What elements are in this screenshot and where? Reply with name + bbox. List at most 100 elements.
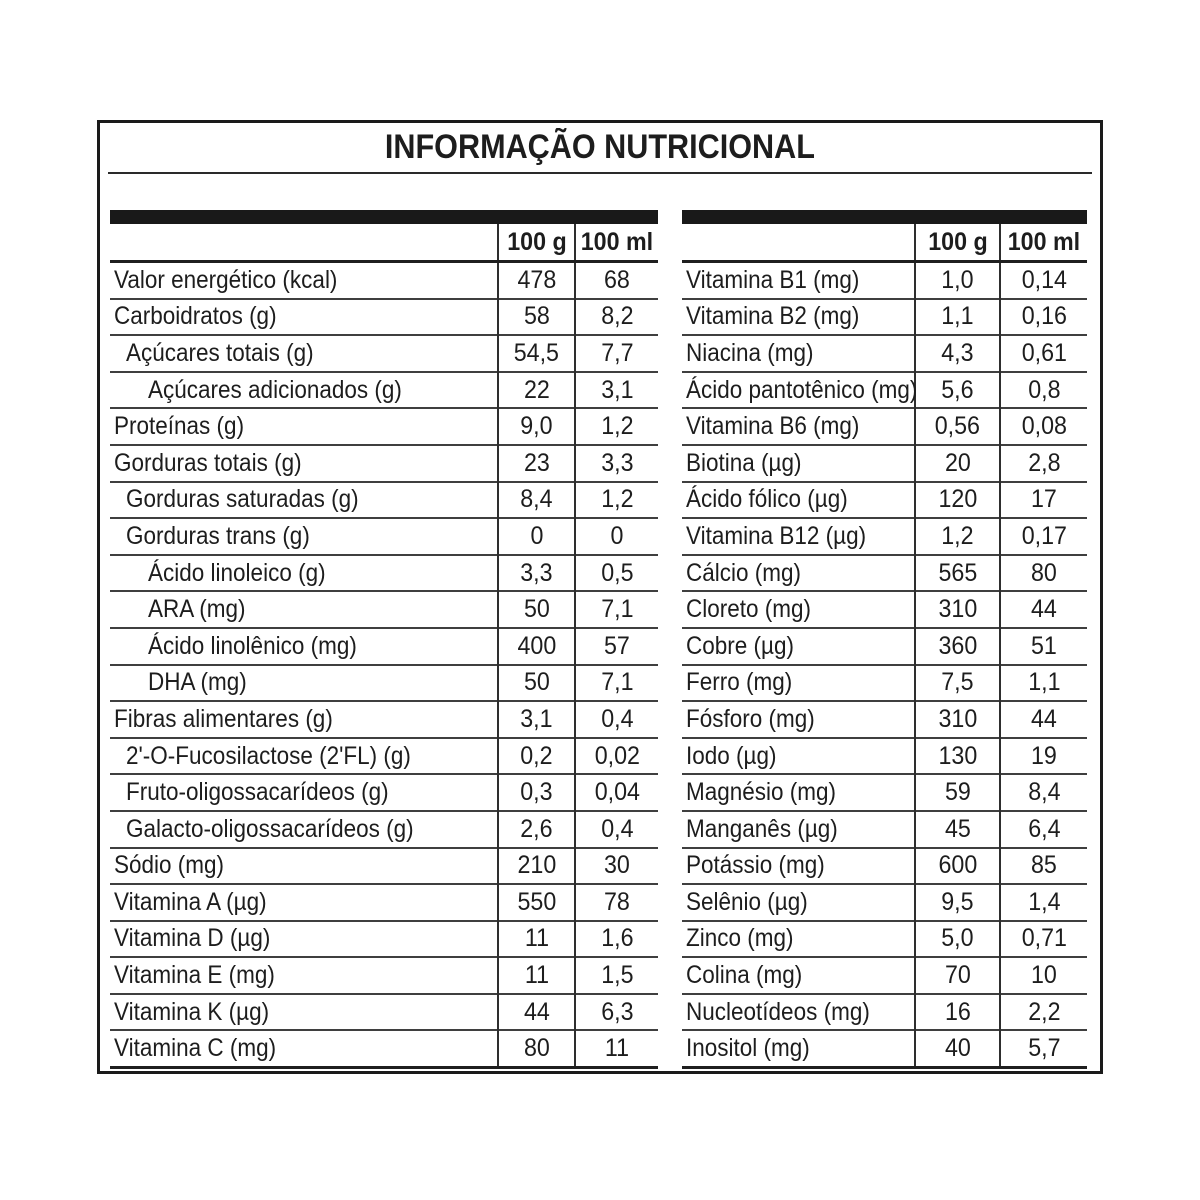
value-per-100g-text: 58 bbox=[523, 302, 550, 331]
value-per-100ml: 85 bbox=[999, 846, 1087, 885]
value-per-100g-text: 50 bbox=[523, 595, 550, 624]
table-row: Cálcio (mg) 565 80 bbox=[682, 553, 1087, 592]
table-row: Valor energético (kcal) 478 68 bbox=[110, 260, 658, 299]
table-row: Manganês (µg) 45 6,4 bbox=[682, 809, 1087, 848]
nutrient-label: Cálcio (mg) bbox=[682, 553, 915, 592]
nutrient-label: Sódio (mg) bbox=[110, 846, 498, 885]
nutrient-label: Vitamina B12 (µg) bbox=[682, 517, 915, 555]
nutrient-label: Ácido pantotênico (mg) bbox=[682, 370, 917, 409]
value-per-100ml: 7,1 bbox=[574, 590, 658, 628]
value-per-100g-text: 1,2 bbox=[941, 521, 974, 550]
nutrient-label-text: Cloreto (mg) bbox=[686, 595, 812, 624]
value-per-100g: 50 bbox=[497, 590, 575, 628]
value-per-100ml: 2,8 bbox=[999, 443, 1087, 482]
nutrition-panel: INFORMAÇÃO NUTRICIONAL 100 g 100 ml Valo… bbox=[97, 120, 1103, 1074]
value-per-100ml-text: 8,2 bbox=[600, 302, 634, 331]
value-per-100g: 478 bbox=[497, 260, 575, 299]
nutrient-label: Gorduras saturadas (g) bbox=[110, 480, 498, 519]
value-per-100g: 54,5 bbox=[497, 334, 575, 372]
column-header-100ml: 100 ml bbox=[574, 224, 658, 263]
table-row: Magnésio (mg) 59 8,4 bbox=[682, 773, 1087, 811]
value-per-100ml-text: 44 bbox=[1031, 595, 1057, 624]
value-per-100ml-text: 1,2 bbox=[600, 412, 634, 441]
value-per-100g: 1,1 bbox=[914, 297, 1000, 336]
value-per-100g: 44 bbox=[497, 992, 575, 1031]
value-per-100g: 16 bbox=[914, 992, 1000, 1031]
value-per-100g: 1,0 bbox=[914, 260, 1000, 299]
value-per-100g-text: 4,3 bbox=[941, 338, 974, 367]
value-per-100ml-text: 1,2 bbox=[600, 485, 634, 514]
value-per-100g: 40 bbox=[914, 1029, 1000, 1070]
value-per-100g: 45 bbox=[914, 809, 1000, 848]
value-per-100ml: 0 bbox=[574, 517, 658, 555]
value-per-100g-text: 2,6 bbox=[520, 814, 553, 843]
value-per-100ml: 1,6 bbox=[574, 919, 658, 958]
nutrient-label: Colina (mg) bbox=[682, 956, 915, 994]
value-per-100g: 5,0 bbox=[914, 919, 1000, 958]
nutrient-label-text: Ácido fólico (µg) bbox=[686, 485, 848, 514]
nutrient-label: Cobre (µg) bbox=[682, 626, 915, 665]
value-per-100g-text: 3,3 bbox=[520, 558, 553, 587]
nutrient-label-text: Nucleotídeos (mg) bbox=[686, 997, 870, 1026]
header-row: 100 g 100 ml bbox=[110, 224, 658, 263]
value-per-100g-text: 565 bbox=[938, 558, 977, 587]
nutrient-label: Inositol (mg) bbox=[682, 1029, 915, 1070]
value-per-100g-text: 1,0 bbox=[941, 265, 974, 294]
value-per-100ml-text: 0,02 bbox=[594, 741, 640, 770]
value-per-100g: 58 bbox=[497, 297, 575, 336]
nutrient-label: Fósforo (mg) bbox=[682, 700, 915, 738]
value-per-100g-text: 9,0 bbox=[520, 412, 553, 441]
nutrient-label-text: Fósforo (mg) bbox=[686, 704, 815, 733]
value-per-100ml: 1,4 bbox=[999, 883, 1087, 921]
nutrient-label: Vitamina D (µg) bbox=[110, 919, 498, 958]
nutrient-label: Vitamina B2 (mg) bbox=[682, 297, 915, 336]
table-row: Vitamina A (µg) 550 78 bbox=[110, 883, 658, 921]
value-per-100ml: 0,8 bbox=[999, 370, 1087, 409]
value-per-100ml-text: 85 bbox=[1031, 851, 1057, 880]
nutrient-label-text: Fibras alimentares (g) bbox=[114, 704, 333, 733]
nutrient-label: Niacina (mg) bbox=[682, 334, 915, 372]
nutrient-label-text: Biotina (µg) bbox=[686, 448, 802, 477]
table-row: Açúcares adicionados (g) 22 3,1 bbox=[110, 370, 658, 409]
nutrient-label: Açúcares adicionados (g) bbox=[110, 370, 498, 409]
table-row: Cobre (µg) 360 51 bbox=[682, 626, 1087, 665]
nutrient-label-text: Potássio (mg) bbox=[686, 851, 825, 880]
value-per-100ml: 0,08 bbox=[999, 407, 1087, 445]
nutrient-label: Fibras alimentares (g) bbox=[110, 700, 498, 738]
macronutrients-table: 100 g 100 ml Valor energético (kcal) 478 6… bbox=[110, 224, 658, 1070]
value-per-100ml-text: 2,8 bbox=[1027, 448, 1061, 477]
value-per-100g-text: 9,5 bbox=[941, 887, 974, 916]
value-per-100g: 120 bbox=[914, 480, 1000, 519]
value-per-100ml: 0,14 bbox=[999, 260, 1087, 299]
value-per-100ml: 30 bbox=[574, 846, 658, 885]
table-row: Galacto-oligossacarídeos (g) 2,6 0,4 bbox=[110, 809, 658, 848]
value-per-100ml: 17 bbox=[999, 480, 1087, 519]
table-row: Potássio (mg) 600 85 bbox=[682, 846, 1087, 885]
value-per-100g: 600 bbox=[914, 846, 1000, 885]
nutrient-label-text: Cobre (µg) bbox=[686, 631, 794, 660]
value-per-100ml-text: 78 bbox=[604, 887, 630, 916]
value-per-100ml-text: 5,7 bbox=[1027, 1034, 1061, 1063]
value-per-100g-text: 70 bbox=[944, 961, 971, 990]
nutrient-label-text: Iodo (µg) bbox=[686, 741, 777, 770]
value-per-100ml: 1,2 bbox=[574, 480, 658, 519]
value-per-100ml: 0,4 bbox=[574, 700, 658, 738]
table-row: Sódio (mg) 210 30 bbox=[110, 846, 658, 885]
value-per-100ml: 3,3 bbox=[574, 443, 658, 482]
value-per-100ml: 0,17 bbox=[999, 517, 1087, 555]
nutrient-label-text: Ácido linolênico (mg) bbox=[148, 631, 357, 660]
value-per-100g-text: 5,0 bbox=[941, 924, 974, 953]
nutrient-label-text: Fruto-oligossacarídeos (g) bbox=[126, 778, 389, 807]
value-per-100g-text: 0,3 bbox=[520, 778, 553, 807]
value-per-100g: 2,6 bbox=[497, 809, 575, 848]
nutrient-label: Ácido fólico (µg) bbox=[682, 480, 915, 519]
nutrient-label: Carboidratos (g) bbox=[110, 297, 498, 336]
value-per-100ml: 0,02 bbox=[574, 736, 658, 775]
value-per-100g-text: 44 bbox=[523, 997, 550, 1026]
value-per-100ml: 0,5 bbox=[574, 553, 658, 592]
value-per-100g-text: 5,6 bbox=[941, 375, 974, 404]
column-header-nutrient bbox=[110, 224, 498, 263]
nutrient-label: Gorduras totais (g) bbox=[110, 443, 498, 482]
value-per-100g: 5,6 bbox=[914, 370, 1000, 409]
value-per-100g-text: 59 bbox=[944, 778, 971, 807]
